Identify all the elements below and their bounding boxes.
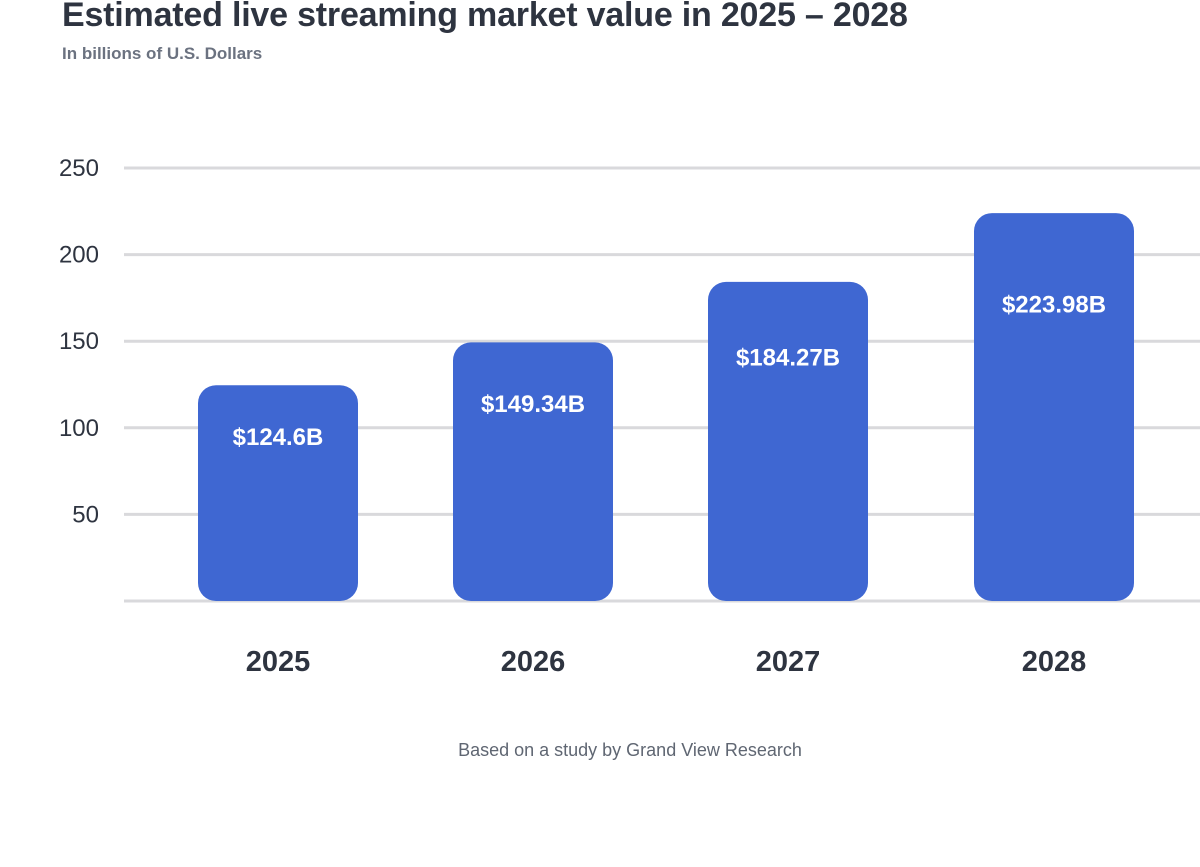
bar-value-label: $184.27B bbox=[736, 344, 840, 371]
chart-title: Estimated live streaming market value in… bbox=[62, 0, 908, 34]
x-tick-label: 2028 bbox=[1022, 646, 1087, 678]
source-note: Based on a study by Grand View Research bbox=[458, 740, 802, 760]
bar-2025 bbox=[198, 385, 358, 601]
bar-2028 bbox=[974, 213, 1134, 601]
x-tick-label: 2026 bbox=[501, 646, 566, 678]
y-tick-label: 100 bbox=[59, 415, 99, 442]
x-tick-label: 2027 bbox=[756, 646, 821, 678]
bar-value-label: $149.34B bbox=[481, 391, 585, 418]
y-tick-label: 250 bbox=[59, 155, 99, 182]
y-tick-label: 150 bbox=[59, 328, 99, 355]
bar-value-label: $223.98B bbox=[1002, 291, 1106, 318]
x-axis-ticks: 2025 2026 2027 2028 bbox=[246, 646, 1087, 678]
bar-value-label: $124.6B bbox=[233, 424, 324, 451]
y-tick-label: 50 bbox=[72, 501, 99, 528]
bar-2026 bbox=[453, 342, 613, 601]
bar-2027 bbox=[708, 281, 868, 601]
x-tick-label: 2025 bbox=[246, 646, 311, 678]
chart-subtitle: In billions of U.S. Dollars bbox=[62, 44, 263, 63]
bars: $124.6B $149.34B $184.27B $223.98B bbox=[198, 213, 1134, 601]
y-tick-label: 200 bbox=[59, 242, 99, 269]
y-axis-ticks: 50 100 150 200 250 bbox=[59, 155, 99, 528]
